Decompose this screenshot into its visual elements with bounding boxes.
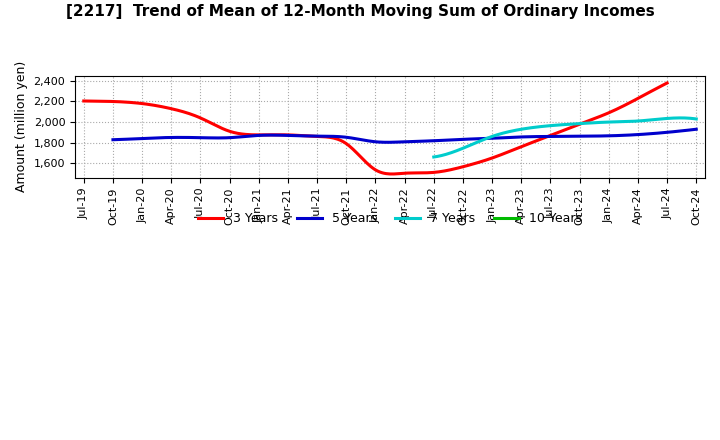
Legend: 3 Years, 5 Years, 7 Years, 10 Years: 3 Years, 5 Years, 7 Years, 10 Years — [193, 207, 588, 230]
Text: [2217]  Trend of Mean of 12-Month Moving Sum of Ordinary Incomes: [2217] Trend of Mean of 12-Month Moving … — [66, 4, 654, 19]
Y-axis label: Amount (million yen): Amount (million yen) — [15, 61, 28, 192]
